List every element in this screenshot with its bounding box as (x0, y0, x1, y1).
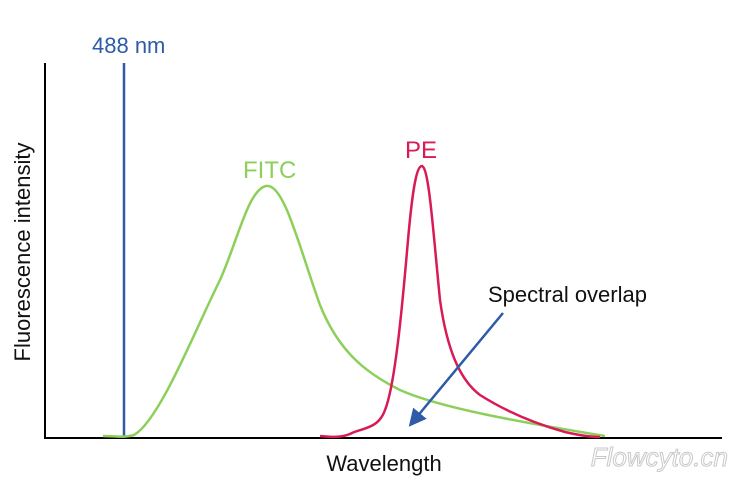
x-axis-title: Wavelength (326, 451, 441, 476)
watermark-text: Flowcyto.cn (591, 442, 728, 472)
fitc-label: FITC (243, 157, 296, 184)
fitc-emission-curve (102, 184, 606, 438)
pe-label: PE (405, 137, 437, 164)
y-axis-title: Fluorescence intensity (10, 143, 35, 362)
spectral-overlap-label: Spectral overlap (488, 282, 647, 307)
spectral-overlap-arrow (408, 312, 504, 427)
pe-emission-curve (319, 164, 601, 439)
excitation-label: 488 nm (92, 33, 165, 58)
